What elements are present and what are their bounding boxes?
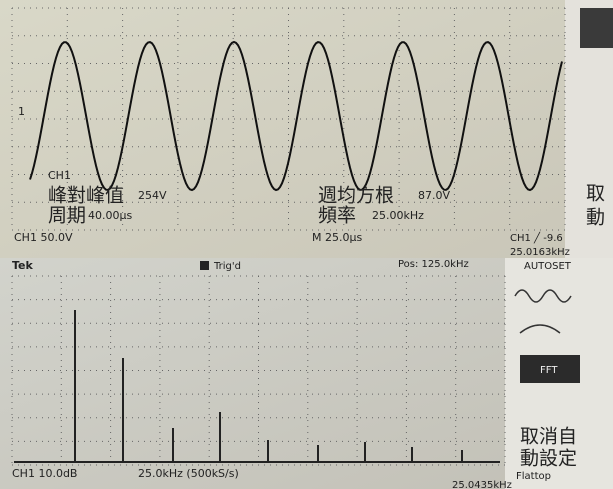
fft-label: FFT (540, 365, 558, 376)
scale: CH1 50.0V (14, 231, 73, 244)
spectrum (14, 310, 500, 463)
trigger: CH1 ╱ -9.6 (510, 231, 563, 244)
menu-title: AUTOSET (524, 261, 572, 272)
window: Flattop (516, 471, 551, 482)
status: Trig'd (213, 261, 241, 272)
trigger-freq: 25.0163kHz (510, 247, 570, 258)
waveform (29, 40, 563, 192)
timebase: M 25.0μs (312, 231, 362, 244)
icon (519, 324, 561, 334)
label: 頻率 (318, 205, 356, 227)
value: 25.00kHz (372, 209, 424, 222)
icon (514, 289, 572, 303)
fft-button[interactable] (520, 355, 580, 383)
value: 254V (138, 189, 167, 202)
menu-text: 動設定 (520, 448, 577, 470)
brand: Tek (12, 259, 34, 272)
menu-icon (580, 8, 613, 48)
span: 25.0kHz (500kS/s) (138, 467, 239, 480)
label: 周期 (48, 205, 86, 227)
position: Pos: 125.0kHz (398, 259, 469, 270)
menu-text: 取 (586, 183, 605, 205)
trigger-freq: 25.0435kHz (452, 480, 512, 489)
label: 峰對峰值 (48, 185, 124, 207)
value: 87.0V (418, 189, 450, 202)
menu-text: 取消自 (520, 426, 577, 448)
bottom-grid (11, 275, 506, 466)
trig-icon (200, 261, 209, 270)
menu-text: 動 (586, 207, 605, 229)
label: CH1 (48, 169, 71, 182)
scale: CH1 10.0dB (12, 467, 77, 480)
value: 40.00μs (88, 209, 132, 222)
channel-marker: 1 (18, 105, 25, 118)
label: 週均方根 (318, 185, 394, 207)
